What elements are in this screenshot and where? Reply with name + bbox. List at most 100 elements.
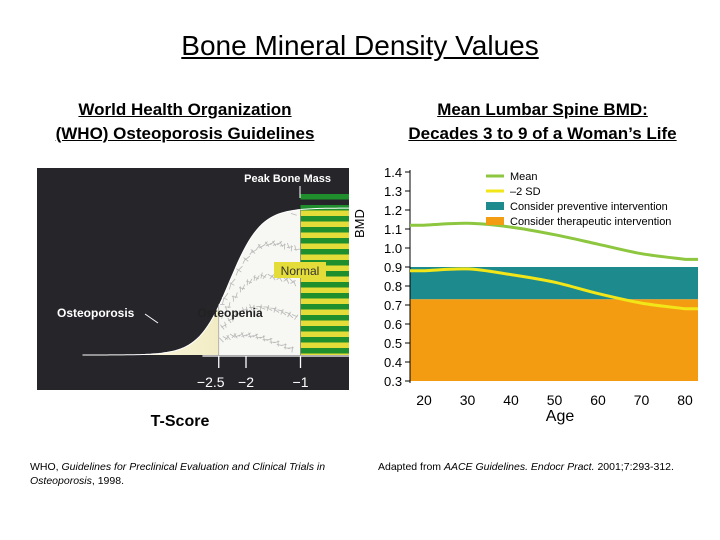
osteopenia-speckle <box>253 276 260 280</box>
tscore-tick-label: −1 <box>293 374 309 390</box>
page-title: Bone Mineral Density Values <box>181 30 539 61</box>
osteopenia-speckle <box>276 344 283 346</box>
age-tick-label: 20 <box>416 392 432 408</box>
osteopenia-speckle <box>230 278 236 284</box>
osteopenia-speckle <box>242 308 249 311</box>
osteopenia-speckle <box>229 333 236 338</box>
aace-citation-prefix: Adapted from <box>378 461 444 473</box>
osteopenia-speckle <box>248 332 252 339</box>
bone-mass-curve <box>82 207 349 356</box>
osteopenia-speckle <box>221 312 224 319</box>
osteopenia-speckle <box>228 302 231 309</box>
bmd-axis-label: BMD <box>352 209 367 238</box>
bmd-chart: 1.4 1.3 1.2 1.1 1.0 0.9 0.8 0.7 0.6 0.5 0.4 0.3 20 30… <box>384 165 698 408</box>
osteopenia-speckle <box>256 244 261 250</box>
bmd-y-tick-label: 1.1 <box>384 222 402 237</box>
osteopenia-speckle <box>272 240 277 247</box>
osteopenia-speckle <box>293 248 301 250</box>
age-tick-label: 70 <box>634 392 650 408</box>
bmd-y-tick-label: 1.4 <box>384 165 402 180</box>
normal-stripe <box>300 249 349 255</box>
osteopenia-speckle <box>231 315 234 322</box>
normal-stripe <box>300 282 349 288</box>
osteopenia-speckle <box>226 334 231 341</box>
osteopenia-speckle <box>269 274 275 280</box>
osteopenia-speckle <box>234 334 241 338</box>
osteopenia-speckle <box>219 337 224 343</box>
osteopenia-speckle <box>238 332 244 337</box>
bmd-band <box>410 299 698 381</box>
osteopenia-speckle <box>283 346 290 350</box>
normal-stripe <box>300 205 349 211</box>
normal-stripe <box>300 238 349 244</box>
osteoporosis-region <box>82 306 219 355</box>
right-subtitle-line1: Mean Lumbar Spine BMD: <box>437 100 648 119</box>
osteopenia-speckle <box>248 335 255 338</box>
osteopenia-speckle <box>270 240 276 246</box>
osteopenia-speckle <box>255 275 260 281</box>
osteopenia-speckle <box>286 242 290 249</box>
osteopenia-speckle <box>240 332 245 338</box>
osteopenia-speckle <box>224 335 230 341</box>
osteopenia-speckle <box>249 304 252 311</box>
osteopenia-speckle <box>241 284 246 291</box>
right-subtitle-line2: Decades 3 to 9 of a Woman’s Life <box>408 124 677 143</box>
left-subtitle-line1: World Health Organization <box>78 100 292 119</box>
bmd-y-tick-label: 0.9 <box>384 260 402 275</box>
osteopenia-speckle <box>257 244 263 250</box>
bmd-y-tick-label: 0.3 <box>384 374 402 389</box>
who-citation-title: Guidelines for Preclinical Evaluation an… <box>30 461 326 487</box>
osteopenia-speckle <box>264 241 270 247</box>
osteopenia-speckle <box>285 278 290 284</box>
osteopenia-speckle <box>265 243 272 247</box>
osteopenia-speckle <box>259 335 266 339</box>
osteopenia-speckle <box>231 333 237 339</box>
osteopenia-speckle <box>245 332 251 337</box>
normal-stripe <box>300 216 349 222</box>
osteoporosis-label: Osteoporosis <box>57 306 135 320</box>
normal-stripe <box>300 293 349 299</box>
tscore-tick-label: −2.5 <box>197 374 225 390</box>
normal-stripe <box>300 315 349 321</box>
osteopenia-speckle <box>255 333 259 340</box>
age-tick-label: 40 <box>503 392 519 408</box>
osteopenia-speckle <box>291 346 293 353</box>
right-chart-subtitle: Mean Lumbar Spine BMD: Decades 3 to 9 of… <box>370 98 715 146</box>
osteopenia-speckle <box>237 265 243 271</box>
bmd-y-tick-label: 0.7 <box>384 298 402 313</box>
who-chart: −2.5 −2 −1 0 Peak Bone Mass Normal Osteopenia O… <box>37 168 380 390</box>
osteopenia-speckle <box>288 313 294 319</box>
normal-stripe <box>300 304 349 310</box>
osteopenia-speckle <box>294 314 299 320</box>
osteopenia-speckle <box>290 280 296 284</box>
aace-citation-suffix: 2001;7:293-312. <box>594 461 674 473</box>
legend-label: –2 SD <box>510 186 541 198</box>
age-tick-label: 80 <box>677 392 693 408</box>
osteopenia-speckle <box>294 244 297 251</box>
osteopenia-speckle <box>252 307 259 310</box>
osteopenia-speckle <box>290 213 297 216</box>
tscore-axis-label: T-Score <box>150 413 210 430</box>
osteopenia-speckle <box>283 277 289 282</box>
osteopenia-speckle <box>238 310 241 317</box>
osteopenia-speckle <box>248 278 253 285</box>
osteopenia-speckle <box>262 273 267 280</box>
osteopenia-speckle <box>233 333 238 339</box>
normal-label-bg <box>274 262 326 278</box>
aace-citation-journal: AACE Guidelines. Endocr Pract. <box>443 461 595 473</box>
osteopenia-speckle <box>231 296 238 298</box>
osteopenia-speckle <box>277 240 283 246</box>
osteopenia-speckle <box>224 321 227 328</box>
bmd-y-tick-label: 0.8 <box>384 279 402 294</box>
left-chart-subtitle: World Health Organization (WHO) Osteopor… <box>20 98 350 146</box>
osteopenia-label: Osteopenia <box>197 306 263 320</box>
legend-label: Mean <box>510 171 538 183</box>
osteopenia-speckle <box>238 287 245 290</box>
bmd-y-tick-label: 1.0 <box>384 241 402 256</box>
osteopenia-speckle <box>262 335 265 342</box>
tscore-tick-label: 0 <box>351 374 359 390</box>
normal-stripe <box>300 194 349 200</box>
osteopenia-speckle <box>245 280 253 284</box>
osteopenia-speckle <box>235 269 239 276</box>
legend-label: Consider preventive intervention <box>510 201 668 213</box>
